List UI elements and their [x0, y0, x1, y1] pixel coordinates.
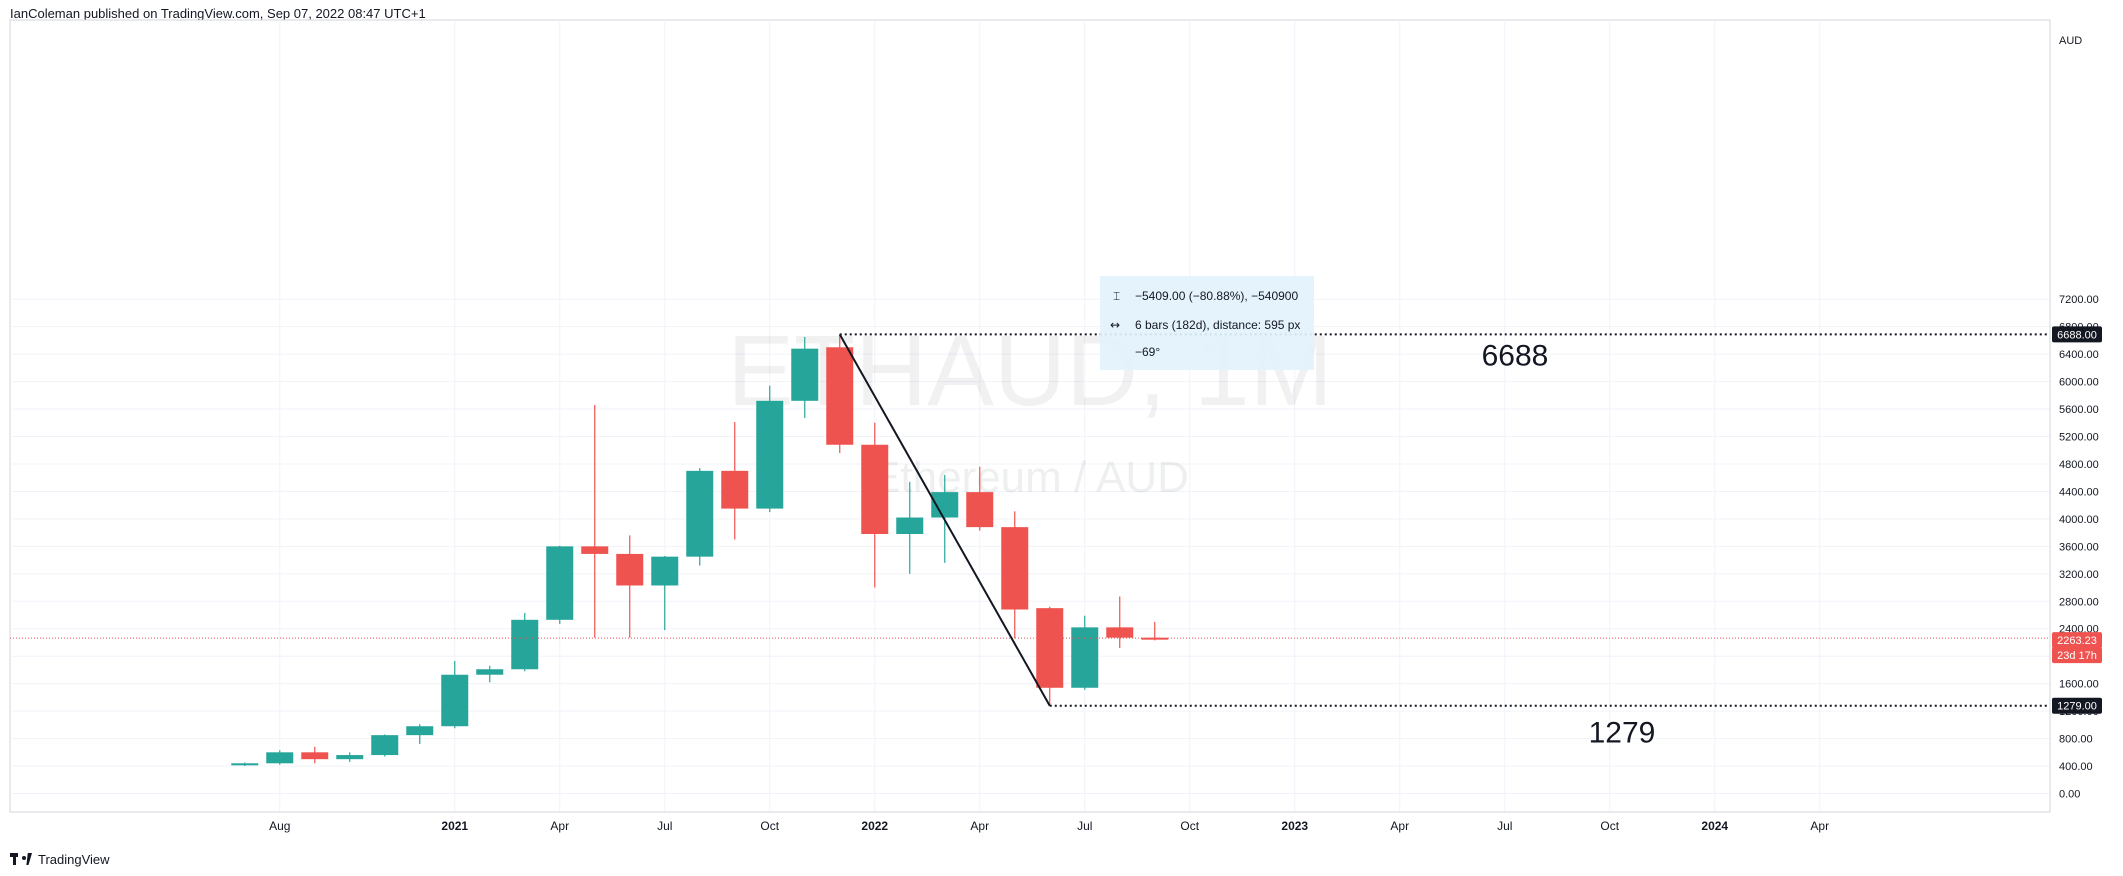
candle-body[interactable] — [791, 348, 819, 401]
measure-line-1: −5409.00 (−80.88%), −540900 — [1135, 289, 1298, 303]
candle-body[interactable] — [616, 553, 644, 586]
low-price-label: 1279.00 — [2057, 701, 2097, 713]
candle-body[interactable] — [1071, 627, 1099, 688]
publish-header: IanColeman published on TradingView.com,… — [10, 6, 426, 21]
y-tick-label: 6400.00 — [2059, 349, 2099, 361]
candle-body[interactable] — [231, 763, 259, 766]
y-tick-label: 3600.00 — [2059, 541, 2099, 553]
candle-body[interactable] — [301, 752, 329, 760]
y-tick-label: 4000.00 — [2059, 514, 2099, 526]
x-tick-label: 2024 — [1701, 819, 1728, 833]
high-price-label: 6688.00 — [2057, 329, 2097, 341]
measure-line-3: −69° — [1135, 345, 1160, 359]
candle-body[interactable] — [266, 752, 294, 764]
y-tick-label: 400.00 — [2059, 761, 2093, 773]
candle-body[interactable] — [651, 556, 679, 586]
candle-body[interactable] — [441, 674, 469, 727]
measure-tooltip-bg — [1100, 276, 1314, 370]
candle-body[interactable] — [581, 546, 609, 554]
x-tick-label: Jul — [1497, 819, 1512, 833]
y-tick-label: 6000.00 — [2059, 377, 2099, 389]
candle-body[interactable] — [966, 492, 994, 528]
measure-line-2: 6 bars (182d), distance: 595 px — [1135, 318, 1300, 332]
trend-line[interactable] — [838, 333, 1051, 707]
y-tick-label: 7200.00 — [2059, 294, 2099, 306]
y-tick-label: 2800.00 — [2059, 596, 2099, 608]
candle-body[interactable] — [1036, 608, 1064, 688]
watermark-name: Ethereum / AUD — [871, 453, 1189, 502]
countdown-label-bg — [2052, 647, 2102, 664]
candle-body[interactable] — [1001, 527, 1029, 610]
x-tick-label: Oct — [760, 819, 779, 833]
candle-body[interactable] — [896, 517, 924, 535]
x-tick-label: Apr — [550, 819, 569, 833]
last-price-label-bg — [2052, 632, 2102, 649]
candle-body[interactable] — [546, 546, 574, 620]
candle-body[interactable] — [686, 470, 714, 557]
x-tick-label: Jul — [1077, 819, 1092, 833]
grid-lines — [9, 19, 2051, 813]
y-tick-label: 4400.00 — [2059, 486, 2099, 498]
y-tick-label: 1600.00 — [2059, 679, 2099, 691]
tradingview-logo[interactable]: TradingView — [10, 850, 110, 868]
x-tick-label: 2021 — [441, 819, 468, 833]
x-tick-label: Apr — [1810, 819, 1829, 833]
high-price-label-bg — [2052, 326, 2102, 343]
currency-label: AUD — [2059, 35, 2082, 47]
candle-body[interactable] — [861, 444, 889, 535]
last-price-label: 2263.23 — [2057, 635, 2097, 647]
x-tick-label: Oct — [1600, 819, 1619, 833]
measure-icon-bars: ↔ — [1110, 318, 1120, 332]
y-tick-label: 5600.00 — [2059, 404, 2099, 416]
x-tick-label: Oct — [1180, 819, 1199, 833]
candle-body[interactable] — [406, 726, 434, 736]
y-tick-label: 0.00 — [2059, 789, 2080, 801]
candle-body[interactable] — [371, 735, 399, 756]
x-tick-label: Apr — [1390, 819, 1409, 833]
y-tick-label: 4800.00 — [2059, 459, 2099, 471]
y-tick-label: 800.00 — [2059, 734, 2093, 746]
candle-body[interactable] — [1106, 627, 1134, 638]
countdown-label: 23d 17h — [2057, 650, 2097, 662]
high-annotation: 6688 — [1482, 339, 1549, 372]
x-tick-label: Aug — [269, 819, 290, 833]
candle-body[interactable] — [1141, 637, 1169, 640]
candle-body[interactable] — [756, 400, 784, 509]
candle-body[interactable] — [721, 470, 749, 509]
x-tick-label: Apr — [970, 819, 989, 833]
candle-body[interactable] — [476, 669, 504, 675]
drawings: 6688 1279 — [10, 333, 2050, 750]
x-tick-label: 2022 — [861, 819, 888, 833]
measure-icon-range: ⌶ — [1113, 289, 1120, 303]
axes: 0.00400.00800.001200.001600.002000.00240… — [10, 20, 2102, 833]
candle-body[interactable] — [826, 347, 854, 445]
x-tick-label: Jul — [657, 819, 672, 833]
candle-body[interactable] — [511, 619, 539, 670]
candle-body[interactable] — [336, 755, 364, 760]
low-annotation: 1279 — [1589, 717, 1656, 750]
tradingview-icon — [10, 853, 32, 865]
y-tick-label: 3200.00 — [2059, 569, 2099, 581]
measure-tooltip: ⌶ −5409.00 (−80.88%), −540900 ↔ 6 bars (… — [1100, 276, 1314, 370]
low-price-label-bg — [2052, 697, 2102, 714]
y-tick-label: 5200.00 — [2059, 432, 2099, 444]
x-tick-label: 2023 — [1281, 819, 1308, 833]
tradingview-brand: TradingView — [38, 851, 110, 867]
